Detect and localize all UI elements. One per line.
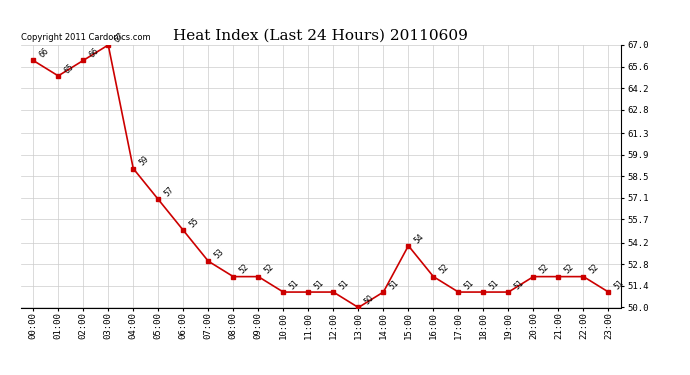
Text: 52: 52: [237, 262, 250, 276]
Text: 54: 54: [413, 232, 426, 245]
Text: 51: 51: [288, 278, 301, 291]
Text: 59: 59: [137, 154, 150, 168]
Text: 55: 55: [188, 216, 201, 229]
Text: 52: 52: [262, 262, 276, 276]
Text: Copyright 2011 Cardonics.com: Copyright 2011 Cardonics.com: [21, 33, 150, 42]
Text: 51: 51: [388, 278, 401, 291]
Text: 66: 66: [88, 46, 101, 60]
Text: 57: 57: [162, 185, 176, 199]
Text: 51: 51: [513, 278, 526, 291]
Text: 52: 52: [538, 262, 551, 276]
Text: 66: 66: [37, 46, 50, 60]
Text: 53: 53: [213, 247, 226, 260]
Text: 52: 52: [588, 262, 601, 276]
Text: 52: 52: [562, 262, 576, 276]
Text: 51: 51: [337, 278, 351, 291]
Text: 67: 67: [112, 31, 126, 44]
Text: 51: 51: [462, 278, 476, 291]
Text: 52: 52: [437, 262, 451, 276]
Text: 51: 51: [488, 278, 501, 291]
Text: 50: 50: [362, 294, 376, 307]
Title: Heat Index (Last 24 Hours) 20110609: Heat Index (Last 24 Hours) 20110609: [173, 28, 469, 42]
Text: 51: 51: [613, 278, 626, 291]
Text: 65: 65: [62, 62, 76, 75]
Text: 51: 51: [313, 278, 326, 291]
